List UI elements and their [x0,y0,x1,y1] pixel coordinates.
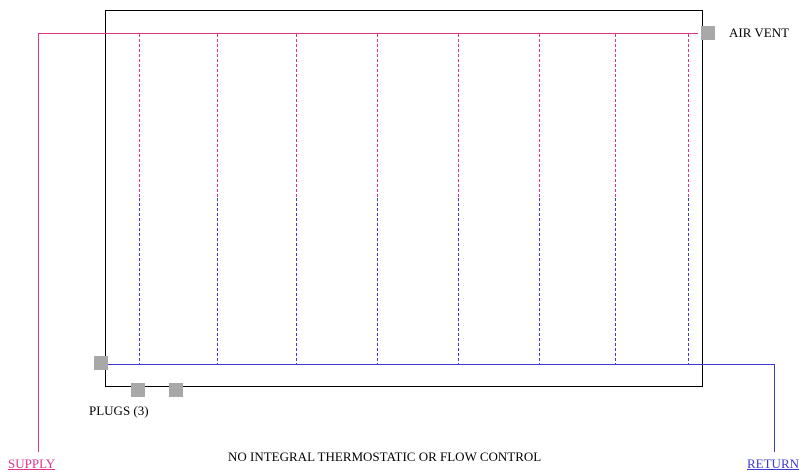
supply-line [38,33,105,452]
plug-fitting[interactable] [169,383,183,397]
plugs-label: PLUGS (3) [89,403,149,418]
air-vent-fitting[interactable] [701,26,715,40]
plug-fitting[interactable] [131,383,145,397]
supply-link[interactable]: SUPPLY [8,456,56,471]
return-line [702,364,775,452]
air-vent-label: AIR VENT [729,25,790,40]
radiator-panel [105,10,703,387]
return-link[interactable]: RETURN [747,456,799,471]
control-note: NO INTEGRAL THERMOSTATIC OR FLOW CONTROL [228,449,542,464]
riser-tubes [139,34,689,364]
return-inlet-fitting [94,356,108,370]
